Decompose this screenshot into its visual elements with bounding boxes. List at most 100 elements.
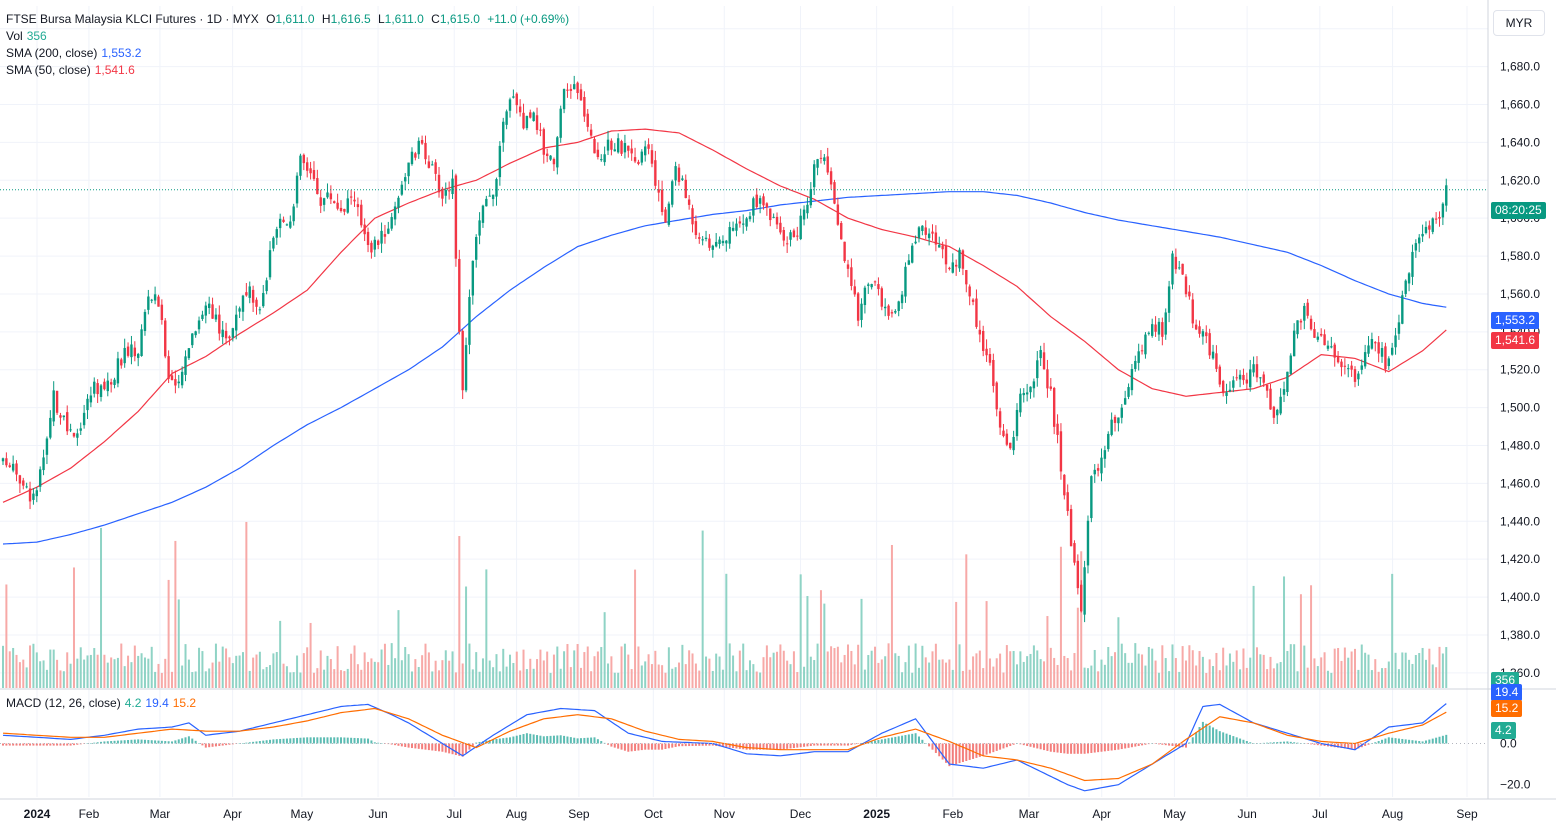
volume-bar — [1168, 671, 1171, 688]
candle-body — [1218, 366, 1221, 385]
macd-histogram-bar — [671, 743, 674, 748]
macd-histogram-bar — [596, 739, 599, 744]
macd-histogram-bar — [397, 743, 400, 746]
macd-histogram-bar — [782, 743, 785, 750]
candle-body — [228, 336, 231, 339]
volume-bar — [346, 668, 349, 688]
volume-bar — [1114, 652, 1117, 688]
volume-bar — [563, 651, 566, 688]
volume-bar — [718, 656, 721, 688]
candle-body — [711, 245, 714, 250]
candle-body — [589, 129, 593, 136]
candle-body — [1009, 442, 1012, 449]
macd-histogram-bar — [1022, 743, 1025, 746]
candle-body — [1036, 360, 1039, 379]
volume-bar — [874, 646, 877, 688]
candle-body — [1096, 468, 1100, 471]
macd-histogram-bar — [769, 743, 772, 750]
candle-body — [380, 230, 383, 244]
volume-bar — [1259, 654, 1262, 688]
candle-body — [153, 294, 157, 301]
candle-body — [1144, 334, 1147, 355]
volume-bar — [76, 658, 79, 688]
macd-histogram-bar — [1043, 743, 1046, 751]
volume-bar — [843, 654, 846, 688]
volume-bar — [958, 644, 961, 688]
candle-body — [35, 490, 38, 497]
macd-hist-value: 4.2 — [124, 696, 142, 710]
macd-histogram-bar — [661, 743, 664, 750]
volume-bar — [647, 654, 650, 688]
candle-body — [1387, 358, 1390, 367]
candle-body — [1303, 305, 1306, 321]
volume-bar — [363, 652, 366, 688]
macd-histogram-bar — [208, 743, 211, 748]
macd-histogram-bar — [765, 743, 768, 750]
volume-bar — [431, 671, 434, 688]
symbol-title[interactable]: FTSE Bursa Malaysia KLCI Futures · 1D · … — [6, 12, 259, 26]
volume-bar — [1367, 654, 1370, 688]
volume-bar — [759, 672, 762, 688]
candle-body — [623, 143, 627, 153]
macd-histogram-bar — [542, 736, 545, 744]
volume-bar — [661, 665, 664, 688]
volume-bar — [302, 653, 305, 688]
volume-bar — [1009, 651, 1012, 688]
macd-histogram-bar — [137, 739, 140, 744]
volume-bar — [1299, 594, 1302, 688]
sma200-legend[interactable]: SMA (200, close) 1,553.2 — [6, 45, 145, 62]
candle-body — [1090, 476, 1093, 519]
candle-body — [1397, 322, 1401, 334]
candle-body — [42, 457, 45, 471]
macd-histogram-bar — [1046, 743, 1049, 751]
volume-bar — [1228, 653, 1231, 688]
volume-bar — [383, 643, 386, 688]
volume-bar — [1286, 651, 1289, 688]
macd-signal-value: 15.2 — [172, 696, 197, 710]
volume-bar — [995, 658, 998, 688]
sma50-legend[interactable]: SMA (50, close) 1,541.6 — [6, 62, 139, 79]
currency-button[interactable]: MYR — [1493, 10, 1545, 36]
macd-histogram-bar — [1249, 742, 1252, 744]
candle-body — [437, 174, 441, 193]
volume-legend[interactable]: Vol 356 — [6, 28, 51, 45]
candle-body — [8, 465, 11, 467]
macd-histogram-bar — [586, 737, 589, 744]
macd-histogram-bar — [1141, 743, 1144, 746]
volume-bar — [799, 574, 802, 688]
candle-body — [25, 486, 28, 488]
macd-histogram-bar — [509, 737, 511, 744]
macd-histogram-bar — [2, 743, 4, 746]
macd-histogram-bar — [150, 740, 153, 744]
macd-histogram-bar — [296, 737, 299, 744]
macd-legend[interactable]: MACD (12, 26, close) 4.2 19.4 15.2 — [6, 695, 200, 712]
candle-body — [1323, 334, 1326, 346]
sma50-label: SMA (50, close) — [6, 63, 91, 77]
candle-body — [904, 266, 907, 297]
macd-histogram-bar — [32, 743, 35, 746]
candle-body — [329, 193, 333, 200]
candle-body — [488, 195, 491, 197]
candle-body — [671, 181, 674, 205]
macd-histogram-bar — [505, 737, 508, 744]
macd-histogram-bar — [546, 736, 549, 744]
macd-histogram-bar — [218, 743, 221, 746]
candle-body — [654, 160, 657, 186]
macd-histogram-bar — [515, 735, 518, 744]
candle-body — [1002, 430, 1005, 437]
candle-body — [772, 216, 775, 218]
macd-histogram-bar — [465, 743, 468, 754]
volume-bar — [177, 599, 180, 688]
macd-histogram-bar — [1316, 743, 1319, 746]
volume-bar — [18, 662, 21, 688]
time-tick-label: Mar — [150, 807, 171, 821]
candle-body — [268, 250, 272, 278]
macd-histogram-bar — [701, 743, 704, 746]
macd-histogram-bar — [819, 743, 822, 746]
macd-histogram-bar — [454, 743, 457, 756]
macd-histogram-bar — [890, 737, 893, 744]
candle-body — [461, 330, 464, 391]
macd-histogram-bar — [421, 743, 424, 750]
macd-histogram-bar — [279, 738, 282, 744]
